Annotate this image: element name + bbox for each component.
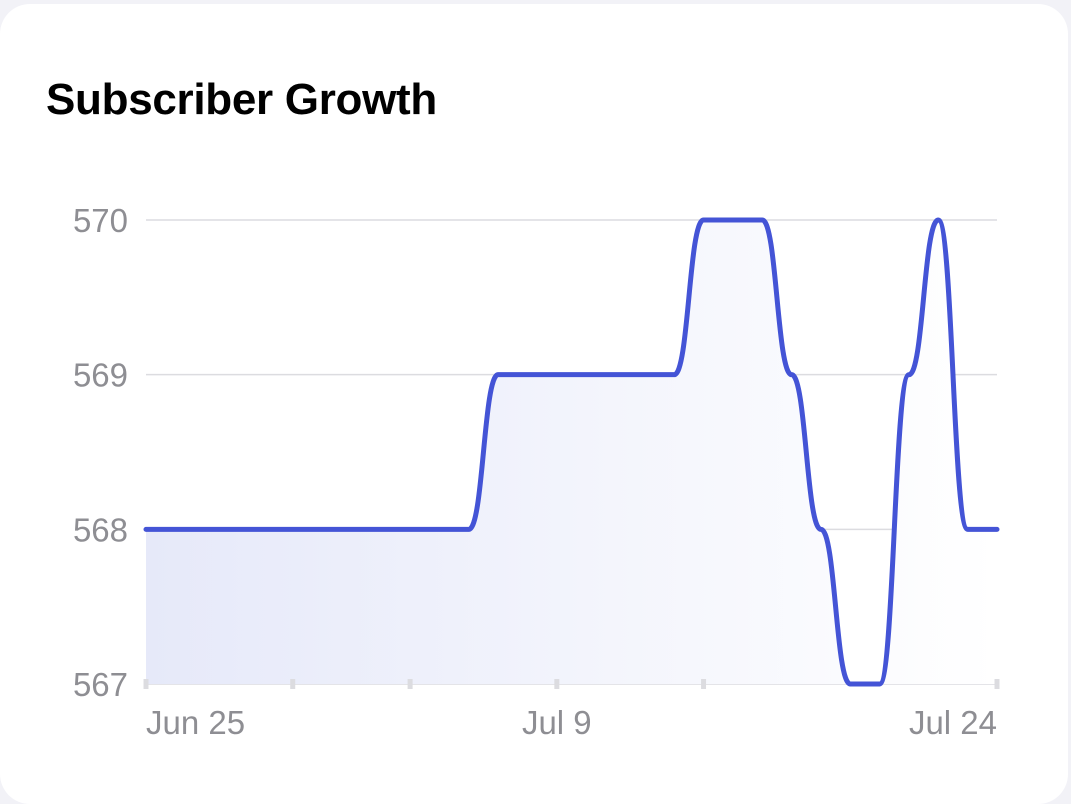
series-area-fill	[146, 220, 997, 684]
chart-title: Subscriber Growth	[46, 75, 437, 124]
y-tick-label: 567	[73, 666, 128, 703]
y-axis-tick-labels: 567 568 569 570	[73, 202, 128, 703]
x-axis-tick-labels: Jun 25 Jul 9 Jul 24	[146, 704, 997, 741]
y-tick-label: 568	[73, 511, 128, 548]
x-axis	[143, 679, 1000, 689]
x-tick-label: Jul 9	[522, 704, 592, 741]
x-tick-label: Jun 25	[146, 704, 245, 741]
series-line	[143, 217, 1000, 687]
y-tick-label: 570	[73, 202, 128, 239]
x-tick-label: Jul 24	[909, 704, 997, 741]
y-tick-label: 569	[73, 357, 128, 394]
